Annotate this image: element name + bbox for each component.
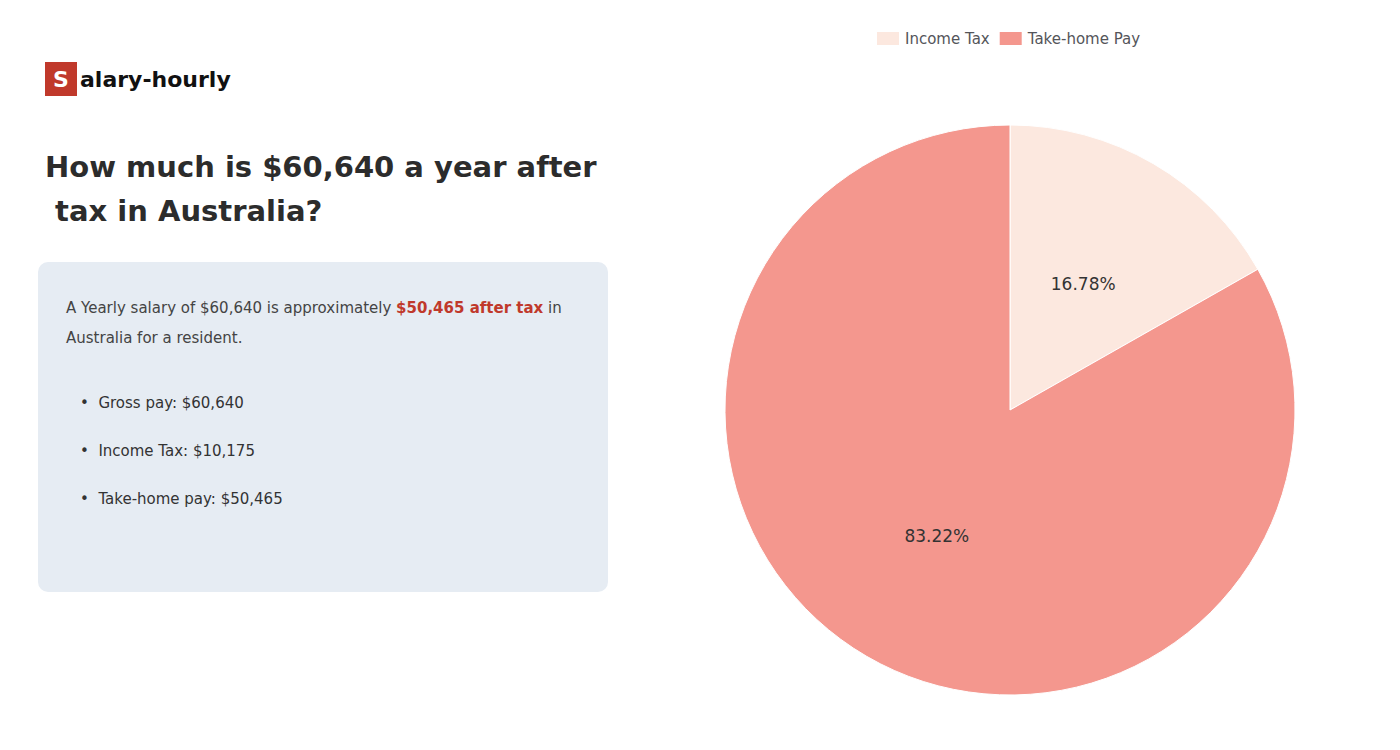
svg-text:A Yearly salary of $60,640 is: A Yearly salary of $60,640 is approximat… [66, 299, 396, 317]
svg-text:Australia for a resident.: Australia for a resident. [66, 329, 242, 347]
svg-text:83.22%: 83.22% [904, 526, 969, 546]
svg-text:Income Tax: Income Tax [905, 30, 990, 48]
svg-text:How much is $60,640 a year aft: How much is $60,640 a year after [45, 150, 597, 184]
svg-text:16.78%: 16.78% [1051, 274, 1116, 294]
svg-text:in: in [543, 299, 561, 317]
svg-text:alary-hourly: alary-hourly [80, 67, 231, 92]
svg-text:S: S [53, 67, 69, 92]
svg-text:• Income Tax: $10,175: • Income Tax: $10,175 [80, 442, 255, 460]
svg-text:Take-home Pay: Take-home Pay [1027, 30, 1141, 48]
svg-text:tax in Australia?: tax in Australia? [45, 194, 322, 228]
svg-text:$50,465 after tax: $50,465 after tax [396, 299, 543, 317]
svg-text:• Take-home pay: $50,465: • Take-home pay: $50,465 [80, 490, 283, 508]
svg-text:• Gross pay: $60,640: • Gross pay: $60,640 [80, 394, 244, 412]
